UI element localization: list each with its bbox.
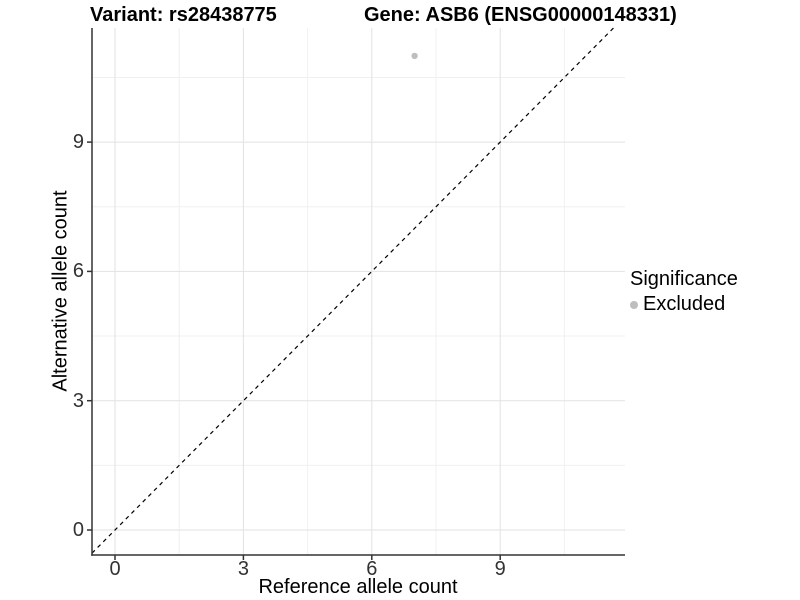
legend-entry-excluded: Excluded: [630, 293, 738, 316]
legend: Significance Excluded: [630, 268, 738, 316]
legend-entry-label: Excluded: [643, 293, 726, 315]
y-axis-title: Alternative allele count: [49, 190, 72, 392]
x-tick-label: 0: [109, 558, 121, 580]
y-tick-label: 3: [72, 389, 84, 412]
legend-title: Significance: [630, 268, 738, 290]
variant-title: Variant: rs28438775: [90, 4, 277, 26]
legend-point-icon: [630, 300, 638, 309]
x-tick-label: 6: [366, 558, 378, 580]
gene-title: Gene: ASB6 (ENSG00000148331): [364, 4, 677, 26]
identity-line: [91, 27, 614, 554]
x-axis-title: Reference allele count: [258, 576, 458, 598]
x-tick-label: 9: [494, 558, 506, 580]
x-tick-label: 3: [237, 558, 249, 580]
data-point: [411, 52, 418, 60]
y-tick-label: 0: [72, 519, 84, 541]
y-tick-label: 9: [72, 131, 84, 154]
y-tick-label: 6: [72, 260, 84, 283]
